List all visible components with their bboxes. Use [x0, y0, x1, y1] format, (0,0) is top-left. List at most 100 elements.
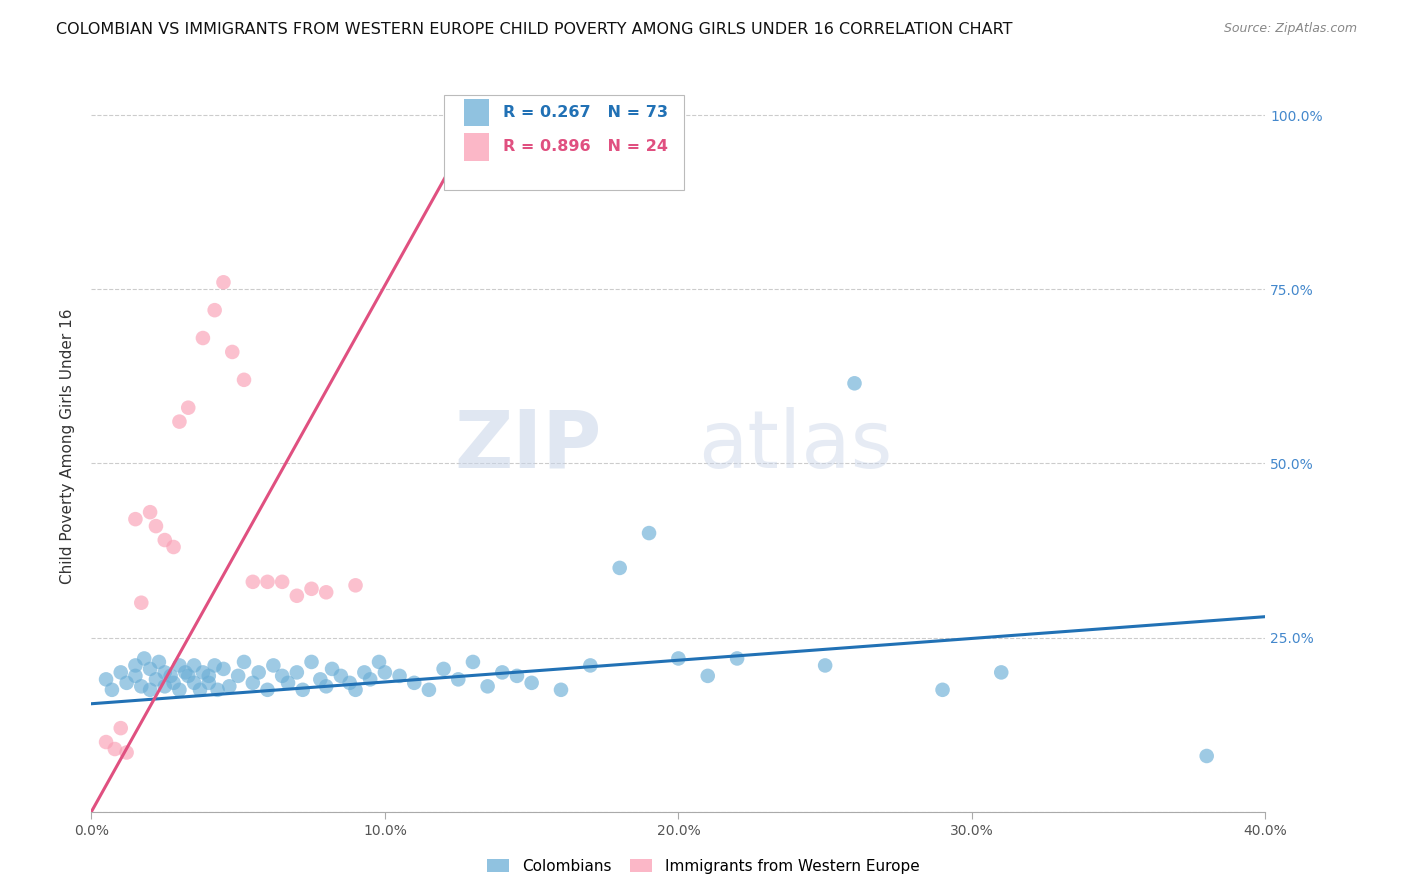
Point: [447, 673, 470, 687]
Point: [162, 676, 184, 690]
Text: atlas: atlas: [699, 407, 893, 485]
Text: COLOMBIAN VS IMMIGRANTS FROM WESTERN EUROPE CHILD POVERTY AMONG GIRLS UNDER 16 C: COLOMBIAN VS IMMIGRANTS FROM WESTERN EUR…: [56, 22, 1012, 37]
Point: [153, 679, 176, 693]
Point: [153, 665, 176, 680]
Point: [148, 655, 170, 669]
Point: [104, 742, 127, 756]
Point: [579, 658, 602, 673]
Point: [129, 679, 152, 693]
Point: [242, 574, 264, 589]
Point: [725, 651, 748, 665]
Point: [177, 669, 200, 683]
Point: [94, 735, 117, 749]
Point: [134, 651, 156, 665]
Point: [115, 746, 138, 760]
Point: [247, 665, 270, 680]
Point: [169, 658, 191, 673]
Point: [226, 669, 249, 683]
Point: [207, 682, 229, 697]
Point: [844, 376, 866, 391]
Point: [432, 662, 454, 676]
Point: [129, 596, 152, 610]
Point: [374, 665, 396, 680]
Point: [262, 658, 284, 673]
Point: [359, 673, 381, 687]
Point: [124, 658, 146, 673]
Point: [218, 679, 240, 693]
Point: [145, 673, 167, 687]
Point: [404, 676, 426, 690]
Point: [233, 373, 256, 387]
Y-axis label: Child Poverty Among Girls Under 16: Child Poverty Among Girls Under 16: [60, 309, 76, 583]
Point: [309, 673, 332, 687]
FancyBboxPatch shape: [464, 133, 489, 161]
Point: [153, 533, 176, 547]
Point: [271, 574, 294, 589]
Point: [139, 682, 162, 697]
Point: [221, 345, 243, 359]
Point: [212, 662, 235, 676]
Legend: Colombians, Immigrants from Western Europe: Colombians, Immigrants from Western Euro…: [481, 853, 925, 880]
Point: [301, 582, 323, 596]
Point: [197, 676, 219, 690]
Point: [191, 331, 214, 345]
Point: [94, 673, 117, 687]
Point: [285, 589, 308, 603]
Point: [204, 303, 226, 318]
Point: [520, 676, 543, 690]
Point: [550, 682, 572, 697]
Point: [233, 655, 256, 669]
Point: [388, 669, 411, 683]
Point: [110, 665, 132, 680]
Point: [696, 669, 718, 683]
Point: [204, 658, 226, 673]
Point: [353, 665, 375, 680]
Point: [183, 658, 205, 673]
Point: [162, 540, 184, 554]
Point: [291, 682, 314, 697]
Point: [188, 682, 211, 697]
Point: [256, 574, 278, 589]
Point: [321, 662, 343, 676]
Point: [177, 401, 200, 415]
Point: [169, 415, 191, 429]
Point: [145, 519, 167, 533]
Point: [101, 682, 124, 697]
Point: [506, 669, 529, 683]
Point: [315, 679, 337, 693]
Point: [183, 676, 205, 690]
Point: [124, 669, 146, 683]
Point: [159, 669, 181, 683]
Point: [609, 561, 631, 575]
Point: [344, 682, 367, 697]
Point: [256, 682, 278, 697]
Point: [169, 682, 191, 697]
Point: [339, 676, 361, 690]
Point: [197, 669, 219, 683]
Point: [344, 578, 367, 592]
Point: [139, 662, 162, 676]
Point: [124, 512, 146, 526]
Point: [212, 275, 235, 289]
Text: ZIP: ZIP: [454, 407, 602, 485]
Point: [990, 665, 1012, 680]
Point: [315, 585, 337, 599]
Point: [931, 682, 953, 697]
Point: [139, 505, 162, 519]
Point: [418, 682, 440, 697]
Point: [368, 655, 391, 669]
Text: R = 0.896   N = 24: R = 0.896 N = 24: [503, 139, 668, 154]
Text: R = 0.267   N = 73: R = 0.267 N = 73: [503, 105, 668, 120]
Point: [174, 665, 197, 680]
Point: [271, 669, 294, 683]
Point: [814, 658, 837, 673]
Point: [1195, 749, 1218, 764]
FancyBboxPatch shape: [464, 99, 489, 127]
Point: [329, 669, 352, 683]
Point: [461, 655, 484, 669]
Point: [285, 665, 308, 680]
Point: [191, 665, 214, 680]
Point: [477, 679, 499, 693]
Point: [638, 526, 661, 541]
Point: [277, 676, 299, 690]
